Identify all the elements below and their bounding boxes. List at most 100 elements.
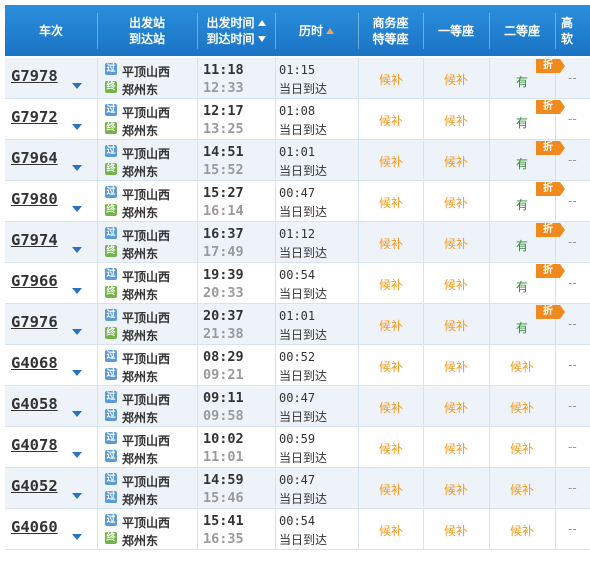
header-train-no-label: 车次 [38, 23, 63, 38]
station-type-icon: 终 [105, 204, 117, 216]
business-seat-status[interactable]: 候补 [378, 524, 403, 538]
second-class-status[interactable]: 有 [515, 239, 528, 253]
duration: 00:47 [279, 473, 316, 487]
train-number-link[interactable]: G7966 [11, 272, 58, 290]
first-class-status[interactable]: 候补 [443, 73, 468, 87]
train-number-link[interactable]: G7964 [11, 149, 58, 167]
first-class-status[interactable]: 候补 [443, 237, 468, 251]
expand-stops-icon[interactable] [72, 83, 82, 89]
arrival-day-note: 当日到达 [279, 287, 328, 301]
table-header: 车次 出发站 到达站 出发时间 到达时间 历时 商务座 特等座 一等座 二等座 [5, 5, 590, 56]
expand-stops-icon[interactable] [72, 288, 82, 294]
station-type-icon: 过 [105, 186, 117, 198]
first-class-status[interactable]: 候补 [443, 483, 468, 497]
train-number-link[interactable]: G7978 [11, 67, 58, 85]
sort-duration-icon[interactable] [326, 28, 334, 34]
from-station: 平顶山西 [122, 475, 171, 489]
expand-stops-icon[interactable] [72, 247, 82, 253]
header-times[interactable]: 出发时间 到达时间 [197, 5, 275, 56]
first-class-status[interactable]: 候补 [443, 401, 468, 415]
business-seat-status[interactable]: 候补 [378, 483, 403, 497]
business-seat-status[interactable]: 候补 [378, 319, 403, 333]
train-number-link[interactable]: G4060 [11, 518, 58, 536]
expand-stops-icon[interactable] [72, 534, 82, 540]
business-seat-status[interactable]: 候补 [378, 360, 403, 374]
second-class-status[interactable]: 候补 [509, 360, 534, 374]
sort-down-icon[interactable] [257, 36, 266, 42]
to-station: 郑州东 [122, 534, 159, 548]
train-number-link[interactable]: G7976 [11, 313, 58, 331]
first-class-status[interactable]: 候补 [443, 196, 468, 210]
expand-stops-icon[interactable] [72, 124, 82, 130]
second-class-status[interactable]: 有 [515, 321, 528, 335]
second-class-status[interactable]: 候补 [509, 483, 534, 497]
second-class-status[interactable]: 候补 [509, 524, 534, 538]
second-class-status[interactable]: 有 [515, 198, 528, 212]
to-station: 郑州东 [122, 452, 159, 466]
high-soft-status: -- [568, 481, 577, 495]
second-class-status[interactable]: 有 [515, 75, 528, 89]
arrival-time: 09:58 [203, 408, 244, 424]
departure-time: 08:29 [203, 349, 244, 365]
train-number-link[interactable]: G7974 [11, 231, 58, 249]
train-number-link[interactable]: G4078 [11, 436, 58, 454]
header-stations: 出发站 到达站 [97, 5, 197, 56]
header-train-no[interactable]: 车次 [5, 5, 97, 56]
station-type-icon: 终 [105, 286, 117, 298]
expand-stops-icon[interactable] [72, 493, 82, 499]
expand-stops-icon[interactable] [72, 411, 82, 417]
train-number-link[interactable]: G4058 [11, 395, 58, 413]
arrival-day-note: 当日到达 [279, 205, 328, 219]
header-from-station-label: 出发站 [128, 15, 165, 30]
station-type-icon: 过 [105, 227, 117, 239]
arrival-day-note: 当日到达 [279, 492, 328, 506]
first-class-status[interactable]: 候补 [443, 319, 468, 333]
first-class-status[interactable]: 候补 [443, 278, 468, 292]
second-class-status[interactable]: 候补 [509, 401, 534, 415]
table-row: G7980 过平顶山西终郑州东 15:27 16:14 00:47 当日到达 候补 候补 有折 -… [5, 181, 590, 222]
duration: 01:15 [279, 63, 316, 77]
header-first-class-label: 一等座 [437, 23, 474, 38]
train-number-link[interactable]: G7980 [11, 190, 58, 208]
header-second-class-label: 二等座 [503, 23, 540, 38]
first-class-status[interactable]: 候补 [443, 524, 468, 538]
first-class-status[interactable]: 候补 [443, 155, 468, 169]
arrival-day-note: 当日到达 [279, 328, 328, 342]
station-type-icon: 过 [105, 63, 117, 75]
business-seat-status[interactable]: 候补 [378, 442, 403, 456]
business-seat-status[interactable]: 候补 [378, 278, 403, 292]
business-seat-status[interactable]: 候补 [378, 155, 403, 169]
business-seat-status[interactable]: 候补 [378, 196, 403, 210]
expand-stops-icon[interactable] [72, 452, 82, 458]
business-seat-status[interactable]: 候补 [378, 237, 403, 251]
expand-stops-icon[interactable] [72, 165, 82, 171]
first-class-status[interactable]: 候补 [443, 360, 468, 374]
departure-time: 15:27 [203, 185, 244, 201]
second-class-status[interactable]: 有 [515, 116, 528, 130]
duration: 00:54 [279, 268, 316, 282]
duration: 00:54 [279, 514, 316, 528]
station-type-icon: 过 [105, 350, 117, 362]
to-station: 郑州东 [122, 493, 159, 507]
header-duration[interactable]: 历时 [275, 5, 358, 56]
sort-up-icon[interactable] [257, 20, 266, 26]
arrival-day-note: 当日到达 [279, 164, 328, 178]
business-seat-status[interactable]: 候补 [378, 73, 403, 87]
first-class-status[interactable]: 候补 [443, 442, 468, 456]
train-number-link[interactable]: G7972 [11, 108, 58, 126]
duration: 01:08 [279, 104, 316, 118]
to-station: 郑州东 [122, 165, 159, 179]
expand-stops-icon[interactable] [72, 370, 82, 376]
station-type-icon: 过 [105, 491, 117, 503]
train-number-link[interactable]: G4068 [11, 354, 58, 372]
first-class-status[interactable]: 候补 [443, 114, 468, 128]
second-class-status[interactable]: 候补 [509, 442, 534, 456]
business-seat-status[interactable]: 候补 [378, 114, 403, 128]
train-number-link[interactable]: G4052 [11, 477, 58, 495]
expand-stops-icon[interactable] [72, 206, 82, 212]
expand-stops-icon[interactable] [72, 329, 82, 335]
table-row: G7976 过平顶山西终郑州东 20:37 21:38 01:01 当日到达 候补 候补 有折 -… [5, 304, 590, 345]
second-class-status[interactable]: 有 [515, 280, 528, 294]
second-class-status[interactable]: 有 [515, 157, 528, 171]
business-seat-status[interactable]: 候补 [378, 401, 403, 415]
